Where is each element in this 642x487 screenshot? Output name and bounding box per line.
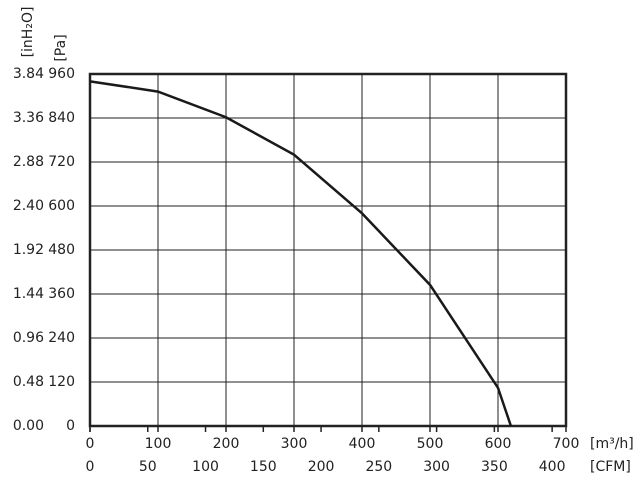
- y2-tick-label: 1.44: [13, 286, 44, 302]
- x2-tick-label: 50: [139, 459, 157, 475]
- y-tick-label: 720: [48, 154, 75, 170]
- x-tick-label: 200: [213, 436, 240, 452]
- x-tick-label: 300: [281, 436, 308, 452]
- x2-tick-label: 150: [250, 459, 277, 475]
- y-tick-label: 0: [66, 418, 75, 434]
- y2-tick-label: 2.40: [13, 198, 44, 214]
- x-axis-label: [m³/h]: [590, 436, 634, 452]
- y2-tick-label: 1.92: [13, 242, 44, 258]
- x2-tick-label: 200: [308, 459, 335, 475]
- y-tick-label: 840: [48, 110, 75, 126]
- x-tick-label: 400: [349, 436, 376, 452]
- y-axis-label: [Pa]: [53, 34, 69, 61]
- y-tick-label: 600: [48, 198, 75, 214]
- x2-tick-label: 350: [481, 459, 508, 475]
- y-tick-label: 480: [48, 242, 75, 258]
- x2-tick-label: 400: [539, 459, 566, 475]
- x-tick-label: 600: [485, 436, 512, 452]
- curve: [89, 80, 513, 427]
- y2-tick-label: 0.48: [13, 374, 44, 390]
- x2-tick-label: 250: [365, 459, 392, 475]
- x-tick-label: 500: [417, 436, 444, 452]
- y2-tick-label: 3.84: [13, 66, 44, 82]
- x-tick-label: 700: [553, 436, 580, 452]
- y2-tick-label: 0.96: [13, 330, 44, 346]
- y-tick-label: 360: [48, 286, 75, 302]
- y2-tick-label: 0.00: [13, 418, 44, 434]
- y-tick-label: 240: [48, 330, 75, 346]
- y-tick-label: 960: [48, 66, 75, 82]
- x2-tick-label: 100: [192, 459, 219, 475]
- y2-axis-label: [inH₂O]: [20, 7, 36, 58]
- y2-tick-label: 2.88: [13, 154, 44, 170]
- plot-frame: [88, 72, 568, 428]
- y2-tick-label: 3.36: [13, 110, 44, 126]
- x-tick-label: 100: [145, 436, 172, 452]
- x-tick-label: 0: [86, 436, 95, 452]
- x2-tick-label: 300: [423, 459, 450, 475]
- y-tick-label: 120: [48, 374, 75, 390]
- x2-axis-label: [CFM]: [590, 459, 631, 475]
- x2-tick-label: 0: [86, 459, 95, 475]
